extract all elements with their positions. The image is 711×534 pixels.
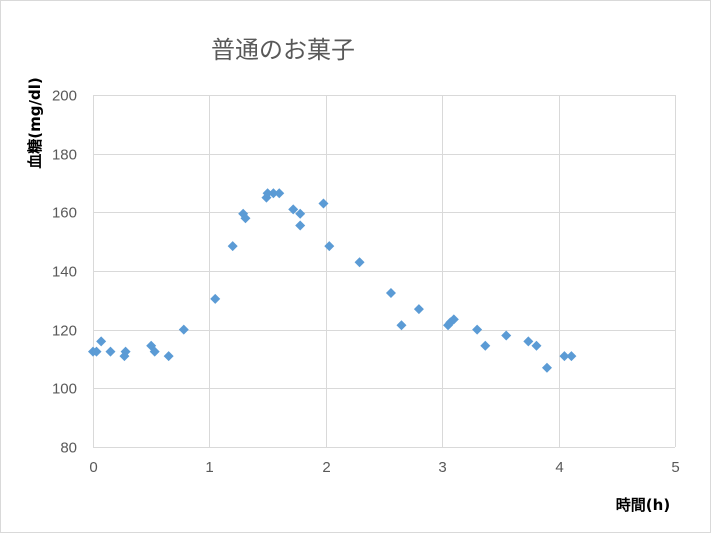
- data-point: [96, 336, 107, 347]
- data-point: [523, 336, 534, 347]
- data-point: [566, 351, 577, 362]
- y-tick-label: 100: [52, 381, 77, 398]
- data-point: [396, 320, 407, 331]
- x-tick-label: 2: [322, 459, 330, 476]
- data-point: [91, 346, 102, 357]
- data-point: [149, 346, 160, 357]
- data-points: [88, 188, 577, 373]
- data-point: [541, 362, 552, 373]
- data-point: [501, 330, 512, 341]
- data-point: [210, 293, 221, 304]
- data-point: [178, 324, 189, 335]
- x-tick-label: 3: [438, 459, 446, 476]
- data-point: [120, 346, 131, 357]
- data-point: [413, 304, 424, 315]
- data-point: [274, 188, 285, 199]
- data-point: [268, 188, 279, 199]
- data-point: [227, 241, 238, 252]
- data-point: [480, 340, 491, 351]
- data-point: [559, 351, 570, 362]
- x-tick-label: 5: [671, 459, 679, 476]
- x-tick-label: 4: [555, 459, 563, 476]
- data-point: [324, 241, 335, 252]
- y-tick-label: 80: [60, 440, 77, 457]
- data-point: [163, 351, 174, 362]
- gridlines: [93, 95, 676, 448]
- y-axis-label: 血糖(mg/dl): [26, 77, 44, 168]
- data-point: [295, 220, 306, 231]
- y-tick-label: 180: [52, 147, 77, 164]
- data-point: [472, 324, 483, 335]
- tick-labels: 80 100 120 140 160 180 200 0 1 2 3 4 5: [52, 88, 680, 477]
- data-point: [105, 346, 116, 357]
- data-point: [318, 198, 329, 209]
- data-point: [240, 213, 251, 224]
- x-tick-label: 1: [205, 459, 213, 476]
- data-point: [262, 188, 273, 199]
- y-tick-label: 140: [52, 264, 77, 281]
- data-point: [531, 340, 542, 351]
- data-point: [448, 314, 459, 325]
- data-point: [354, 257, 365, 268]
- x-axis-label: 時間(h): [616, 496, 670, 514]
- y-tick-label: 200: [52, 88, 77, 105]
- data-point: [295, 208, 306, 219]
- data-point: [288, 204, 299, 215]
- data-point: [385, 288, 396, 298]
- chart-title: 普通のお菓子: [211, 36, 355, 64]
- y-tick-label: 120: [52, 323, 77, 340]
- x-tick-label: 0: [89, 459, 97, 476]
- y-tick-label: 160: [52, 205, 77, 222]
